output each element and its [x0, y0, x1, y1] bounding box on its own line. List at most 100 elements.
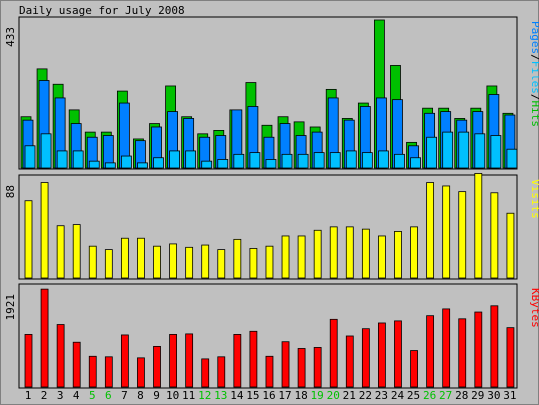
- bar-kbytes-31: [506, 327, 515, 388]
- bar-pages-12: [201, 160, 213, 169]
- panel-top-legend: Pages/Files/Hits: [529, 21, 539, 127]
- x-label-day-20: 20: [327, 389, 340, 402]
- panel-bottom-ymax-label: 1921: [4, 294, 17, 321]
- x-label-day-5: 5: [89, 389, 96, 402]
- bar-kbytes-5: [88, 355, 97, 388]
- panel-bottom-bars: [24, 288, 515, 388]
- bar-pages-7: [120, 155, 132, 169]
- bar-kbytes-24: [394, 320, 402, 388]
- panel-top-bars: [20, 19, 518, 169]
- x-label-day-8: 8: [137, 389, 144, 402]
- x-label-day-1: 1: [25, 389, 32, 402]
- bar-kbytes-4: [72, 341, 81, 388]
- x-label-day-21: 21: [343, 389, 356, 402]
- legend-item-top-1: /: [529, 54, 539, 61]
- bar-visits-19: [313, 229, 322, 279]
- bar-pages-15: [249, 152, 261, 169]
- bar-pages-13: [217, 159, 229, 169]
- x-label-day-18: 18: [294, 389, 307, 402]
- bar-pages-5: [88, 160, 100, 169]
- x-label-day-29: 29: [471, 389, 484, 402]
- bar-visits-10: [169, 243, 177, 279]
- bar-pages-16: [265, 159, 277, 169]
- bar-kbytes-28: [458, 318, 467, 388]
- bar-visits-18: [297, 235, 306, 279]
- bar-kbytes-9: [153, 345, 161, 388]
- bar-kbytes-22: [361, 328, 370, 388]
- bar-pages-27: [442, 131, 454, 169]
- x-label-day-4: 4: [73, 389, 80, 402]
- bar-visits-27: [442, 185, 451, 279]
- bar-pages-18: [297, 153, 309, 169]
- legend-item-middle-0: Visits: [529, 179, 539, 219]
- x-label-day-28: 28: [455, 389, 468, 402]
- bar-visits-12: [201, 244, 210, 279]
- x-label-day-13: 13: [214, 389, 227, 402]
- bar-kbytes-15: [249, 330, 258, 388]
- bar-pages-31: [506, 148, 518, 169]
- bar-pages-22: [361, 152, 373, 169]
- bar-pages-28: [458, 131, 470, 169]
- legend-item-top-0: Pages: [529, 21, 539, 54]
- bar-pages-2: [40, 133, 52, 169]
- panel-middle-legend: Visits: [529, 179, 539, 219]
- bar-visits-7: [120, 237, 129, 279]
- bar-visits-31: [506, 212, 515, 279]
- bar-kbytes-23: [378, 322, 386, 388]
- panel-bottom-legend: KBytes: [529, 288, 539, 328]
- bar-visits-22: [361, 228, 370, 279]
- bar-pages-26: [426, 136, 438, 169]
- x-label-day-7: 7: [121, 389, 128, 402]
- bar-kbytes-1: [24, 334, 33, 388]
- bar-pages-11: [185, 150, 197, 169]
- bar-kbytes-18: [297, 348, 306, 388]
- bar-kbytes-11: [185, 333, 194, 388]
- bar-kbytes-29: [474, 311, 483, 388]
- bar-kbytes-14: [233, 334, 242, 388]
- x-label-day-11: 11: [182, 389, 195, 402]
- bar-kbytes-26: [426, 315, 435, 388]
- bar-kbytes-27: [442, 308, 451, 388]
- bar-kbytes-8: [137, 357, 145, 388]
- x-label-day-3: 3: [57, 389, 64, 402]
- bar-kbytes-7: [120, 334, 129, 388]
- bar-visits-29: [474, 173, 483, 279]
- bar-visits-24: [394, 231, 402, 279]
- bar-pages-20: [329, 152, 341, 169]
- bar-visits-9: [153, 245, 161, 279]
- bar-pages-30: [490, 135, 502, 169]
- x-label-day-12: 12: [198, 389, 211, 402]
- x-label-day-23: 23: [375, 389, 388, 402]
- bar-kbytes-2: [40, 288, 49, 388]
- x-label-day-17: 17: [278, 389, 291, 402]
- bar-kbytes-3: [56, 324, 65, 388]
- bar-pages-19: [313, 152, 325, 169]
- bar-kbytes-19: [313, 347, 322, 388]
- x-label-day-10: 10: [166, 389, 179, 402]
- bar-pages-23: [378, 150, 389, 169]
- bar-pages-17: [281, 153, 293, 169]
- bar-visits-6: [104, 249, 113, 279]
- bar-visits-4: [72, 224, 81, 279]
- x-label-day-15: 15: [246, 389, 259, 402]
- bar-visits-25: [410, 226, 418, 279]
- bar-visits-23: [378, 235, 386, 279]
- x-label-day-6: 6: [105, 389, 112, 402]
- bar-visits-21: [345, 226, 354, 279]
- bar-visits-28: [458, 191, 467, 279]
- panel-middle-ymax-label: 88: [4, 185, 17, 198]
- bar-visits-30: [490, 192, 499, 279]
- bar-visits-20: [329, 226, 338, 279]
- x-label-day-14: 14: [230, 389, 244, 402]
- chart-title: Daily usage for July 2008: [19, 4, 185, 17]
- bar-visits-8: [137, 237, 145, 279]
- bar-pages-6: [104, 162, 116, 169]
- bar-pages-1: [24, 145, 36, 169]
- legend-item-top-2: Files: [529, 61, 539, 94]
- bar-pages-29: [474, 133, 486, 169]
- bar-visits-5: [88, 245, 97, 279]
- x-label-day-9: 9: [153, 389, 160, 402]
- x-label-day-27: 27: [439, 389, 452, 402]
- x-label-day-2: 2: [41, 389, 48, 402]
